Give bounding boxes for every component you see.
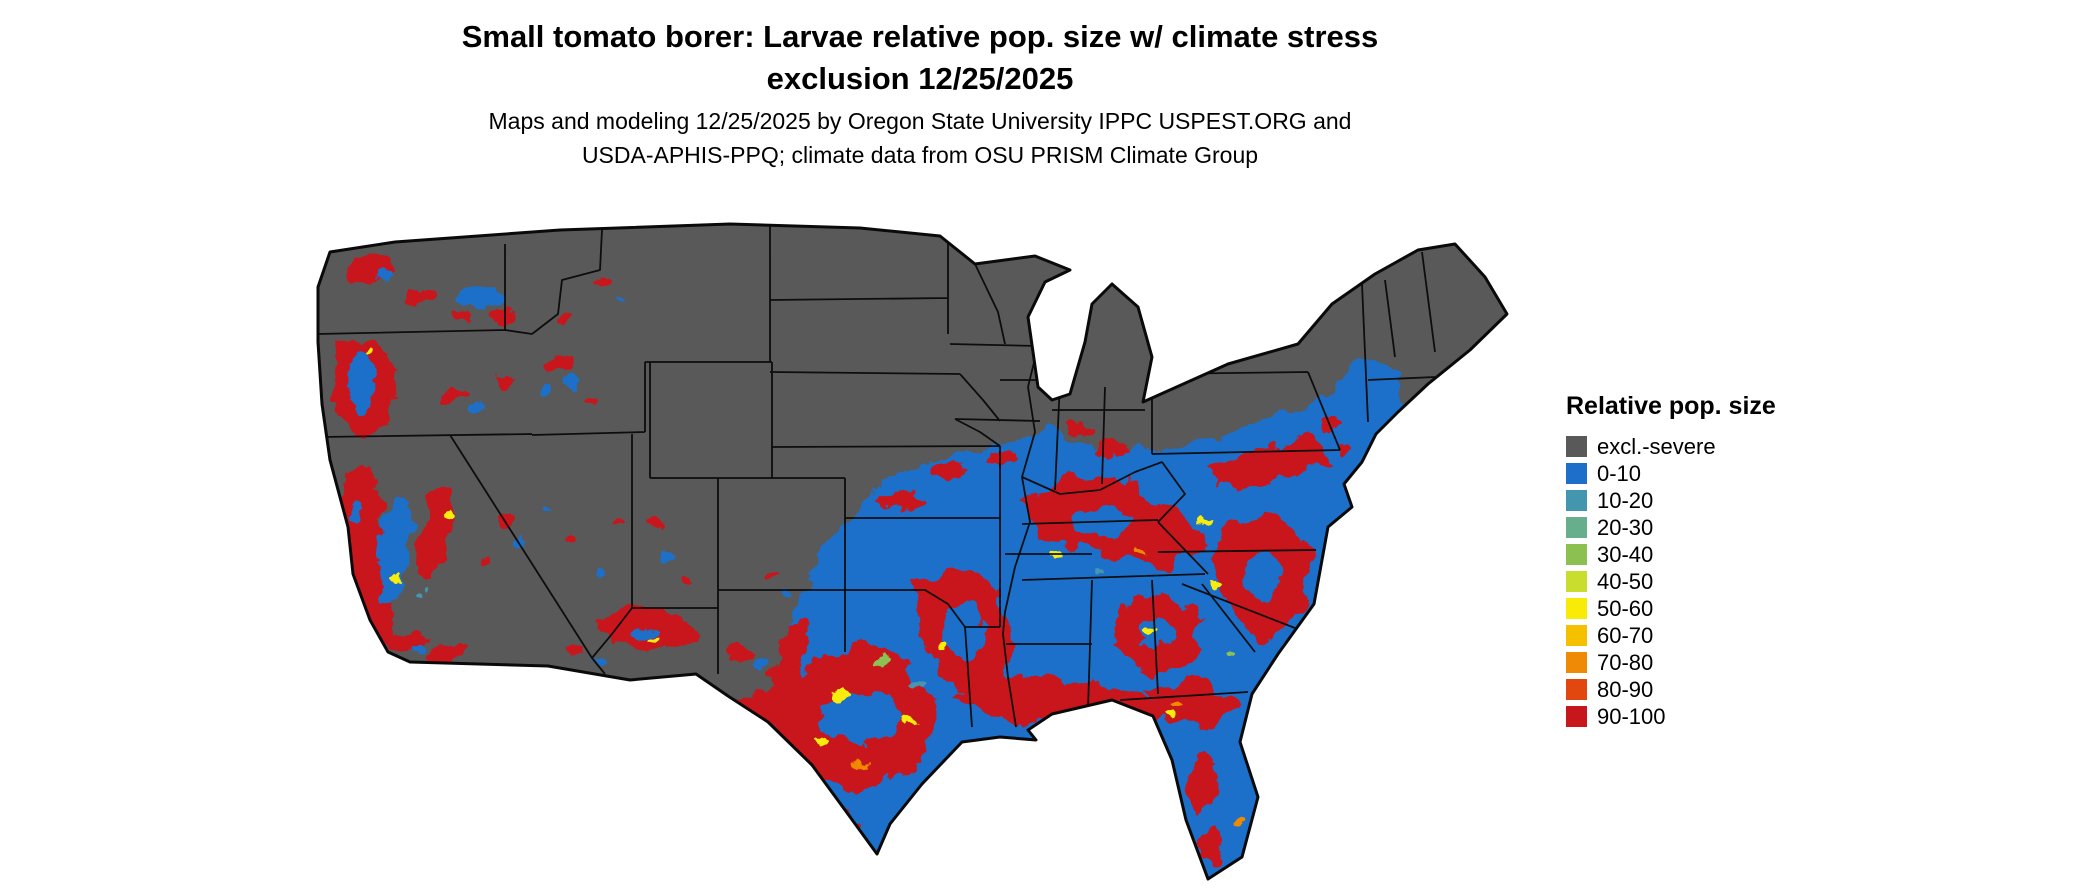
legend-item: 10-20	[1566, 487, 1806, 514]
legend-label: 50-60	[1597, 596, 1654, 621]
legend-label: excl.-severe	[1597, 434, 1716, 459]
state-borders	[318, 226, 1436, 728]
subtitle-line-2: USDA-APHIS-PPQ; climate data from OSU PR…	[581, 142, 1259, 168]
legend-swatch	[1566, 544, 1587, 565]
legend-label: 60-70	[1597, 623, 1654, 648]
title-line-1: Small tomato borer: Larvae relative pop.…	[461, 19, 1379, 54]
legend-swatch	[1566, 490, 1587, 511]
legend: Relative pop. size excl.-severe 0-10 10-20…	[1566, 392, 1806, 730]
legend-swatch	[1566, 517, 1587, 538]
header: Small tomato borer: Larvae relative pop.…	[0, 16, 1840, 100]
legend-item: 70-80	[1566, 649, 1806, 676]
legend-item: 20-30	[1566, 514, 1806, 541]
legend-swatch	[1566, 679, 1587, 700]
legend-item: 50-60	[1566, 595, 1806, 622]
legend-item: excl.-severe	[1566, 433, 1806, 460]
legend-label: 80-90	[1597, 677, 1654, 702]
legend-item: 40-50	[1566, 568, 1806, 595]
legend-label: 0-10	[1597, 461, 1642, 486]
subtitle-line-1: Maps and modeling 12/25/2025 by Oregon S…	[488, 108, 1352, 134]
page-title: Small tomato borer: Larvae relative pop.…	[0, 16, 1840, 100]
legend-item: 80-90	[1566, 676, 1806, 703]
legend-label: 20-30	[1597, 515, 1654, 540]
page-subtitle: Maps and modeling 12/25/2025 by Oregon S…	[0, 104, 1840, 172]
legend-swatch	[1566, 436, 1587, 457]
legend-item: 30-40	[1566, 541, 1806, 568]
legend-swatch	[1566, 652, 1587, 673]
us-map	[316, 222, 1509, 881]
legend-swatch	[1566, 625, 1587, 646]
legend-item: 60-70	[1566, 622, 1806, 649]
title-line-2: exclusion 12/25/2025	[766, 61, 1074, 96]
legend-label: 30-40	[1597, 542, 1654, 567]
legend-swatch	[1566, 463, 1587, 484]
legend-label: 70-80	[1597, 650, 1654, 675]
legend-label: 10-20	[1597, 488, 1654, 513]
legend-items: excl.-severe 0-10 10-20 20-30 30-40 40-50 50-6…	[1566, 433, 1806, 730]
legend-swatch	[1566, 571, 1587, 592]
legend-item: 0-10	[1566, 460, 1806, 487]
map-area	[300, 222, 1530, 884]
legend-title: Relative pop. size	[1566, 392, 1776, 420]
legend-label: 40-50	[1597, 569, 1654, 594]
legend-swatch	[1566, 706, 1587, 727]
legend-item: 90-100	[1566, 703, 1806, 730]
legend-label: 90-100	[1597, 704, 1666, 729]
legend-swatch	[1566, 598, 1587, 619]
map-clipped-layers	[318, 224, 1507, 879]
